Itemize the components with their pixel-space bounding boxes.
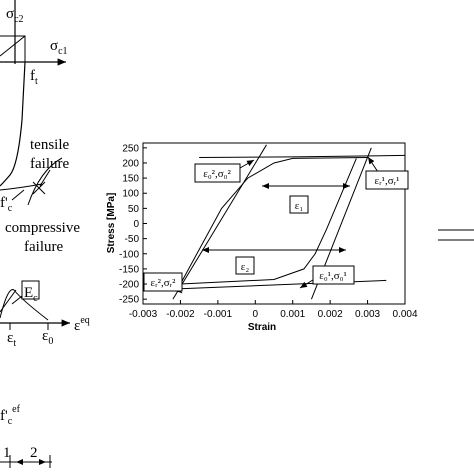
annotation: ε₀¹,σ₀¹ xyxy=(319,270,347,282)
label: 1 xyxy=(3,445,11,461)
label: σc1 xyxy=(50,38,68,57)
y-tick-label: 100 xyxy=(122,189,139,200)
annotation: ε₀²,σ₀² xyxy=(203,168,231,180)
x-tick-label: -0.001 xyxy=(204,309,233,320)
label: ft xyxy=(30,68,38,87)
x-axis-label: Strain xyxy=(248,322,276,333)
label: tensile xyxy=(30,137,69,153)
y-tick-label: -200 xyxy=(119,280,139,291)
chart: Strain Stress [MPa] ε₀²,σ₀² εᵣ¹,σᵣ¹ ε₁ ε… xyxy=(106,142,418,333)
label: failure xyxy=(24,239,63,255)
curve xyxy=(179,157,368,285)
annotation: εᵣ¹,σᵣ¹ xyxy=(375,175,400,187)
label: εt xyxy=(7,330,16,349)
y-tick-label: 150 xyxy=(122,174,139,185)
annotation: ε₂ xyxy=(241,261,250,273)
curve xyxy=(199,154,406,159)
label: εeq xyxy=(74,315,90,334)
x-tick-label: 0.003 xyxy=(355,309,380,320)
label: Ec xyxy=(24,285,38,304)
label: f'cef xyxy=(0,404,21,427)
label: 2 xyxy=(30,445,38,461)
left-labels: σc2 σc1 ft tensile failure f'c compressi… xyxy=(0,6,90,461)
label: σc2 xyxy=(6,6,24,25)
x-tick-label: 0 xyxy=(253,309,259,320)
y-tick-label: 250 xyxy=(122,143,139,154)
label: ε0 xyxy=(42,328,53,347)
y-tick-label: 200 xyxy=(122,158,139,169)
annotation: ε₁ xyxy=(295,200,304,212)
annotation: εᵣ²,σᵣ² xyxy=(151,277,177,289)
x-tick-label: -0.003 xyxy=(129,309,158,320)
curve xyxy=(180,158,357,285)
label: compressive xyxy=(5,220,80,236)
curve xyxy=(172,144,267,300)
y-tick-label: -150 xyxy=(119,264,139,275)
x-tick-label: -0.002 xyxy=(166,309,195,320)
x-tick-label: 0.002 xyxy=(318,309,343,320)
y-tick-label: -50 xyxy=(125,234,140,245)
y-tick-label: 50 xyxy=(128,204,140,215)
annotations: ε₀²,σ₀² εᵣ¹,σᵣ¹ ε₁ ε₂ εᵣ²,σᵣ² ε₀¹,σ₀¹ xyxy=(143,156,409,294)
left-diagram xyxy=(0,0,70,468)
x-tick-label: 0.001 xyxy=(280,309,305,320)
y-tick-label: -250 xyxy=(119,295,139,306)
x-tick-label: 0.004 xyxy=(392,309,417,320)
label: failure xyxy=(30,156,69,172)
y-tick-label: 0 xyxy=(133,219,139,230)
label: f'c xyxy=(0,195,13,214)
y-axis-label: Stress [MPa] xyxy=(106,193,117,254)
y-tick-label: -100 xyxy=(119,249,139,260)
